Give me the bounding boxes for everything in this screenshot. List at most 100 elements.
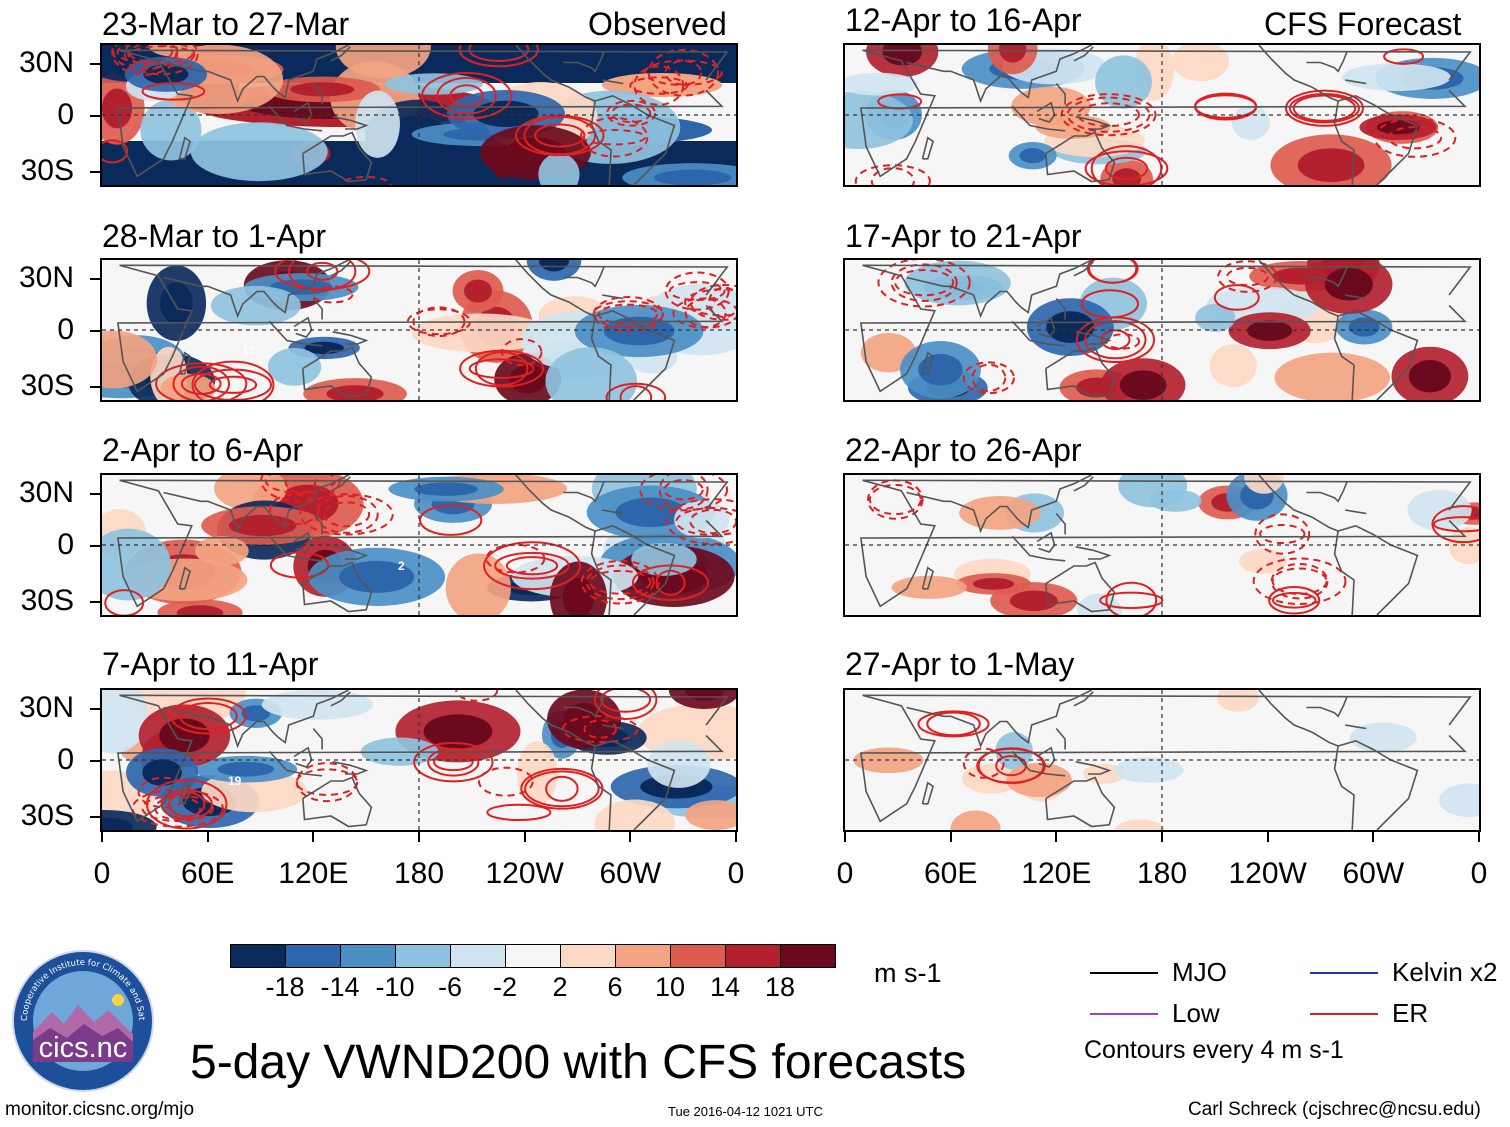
- lat-label: 30N: [18, 476, 74, 509]
- panel-title-fcst-3: 22-Apr to 26-Apr: [845, 432, 1082, 468]
- panel-title-obs-2: 28-Mar to 1-Apr: [102, 218, 327, 254]
- lat-label: 30S: [20, 369, 74, 402]
- lat-label: 30S: [20, 154, 74, 187]
- lon-label: 120E: [278, 857, 349, 890]
- contour-note: Contours every 4 m s-1: [1084, 1036, 1344, 1064]
- colorbar-swatch: [340, 944, 396, 968]
- lat-tick: [90, 171, 100, 173]
- lon-label: 60W: [1342, 857, 1405, 890]
- lon-tick: [1055, 832, 1058, 842]
- panel-title-fcst-1: 12-Apr to 16-Apr: [845, 2, 1082, 38]
- legend-line-low: [1090, 1013, 1158, 1015]
- colorbar-label: 18: [764, 972, 796, 1002]
- lat-label: 30N: [18, 261, 74, 294]
- contour-label: 17: [242, 344, 256, 358]
- map-panel-fcst-3: [843, 473, 1481, 617]
- lat-tick: [90, 760, 100, 762]
- lat-tick: [90, 708, 100, 710]
- colorbar-label: -18: [265, 972, 305, 1002]
- lon-tick: [1266, 832, 1269, 842]
- lat-label: 30S: [20, 799, 74, 832]
- lat-label: 0: [57, 743, 74, 776]
- map-panel-fcst-4: [843, 688, 1481, 832]
- footer-timestamp: Tue 2016-04-12 1021 UTC: [668, 1104, 823, 1119]
- lon-label: 120W: [1228, 857, 1307, 890]
- lon-label: 60E: [180, 857, 235, 890]
- legend-label-kelvin: Kelvin x2: [1392, 957, 1498, 987]
- lon-tick: [101, 832, 103, 842]
- colorbar-swatch: [230, 944, 286, 968]
- lat-label: 0: [57, 98, 74, 131]
- lat-label: 30S: [20, 584, 74, 617]
- colorbar-label: -6: [437, 972, 462, 1002]
- lon-tick: [312, 832, 315, 842]
- legend-label-er: ER: [1392, 998, 1429, 1028]
- lon-label: 60W: [599, 857, 662, 890]
- contour-label: 19: [228, 774, 242, 788]
- observed-header: Observed: [588, 6, 727, 42]
- lat-tick: [90, 545, 100, 547]
- contour-label: 2: [398, 559, 405, 573]
- colorbar-swatch: [395, 944, 451, 968]
- colorbar-label: -14: [320, 972, 360, 1002]
- legend-label-mjo: MJO: [1172, 957, 1227, 987]
- map-panel-obs-3: 2: [100, 473, 738, 617]
- lat-tick: [90, 816, 100, 818]
- map-panel-obs-4: 19: [100, 688, 738, 832]
- lon-tick: [844, 832, 846, 842]
- lon-label: 180: [1136, 857, 1188, 890]
- lon-tick: [735, 832, 737, 842]
- lat-tick: [90, 278, 100, 280]
- colorbar-swatch: [450, 944, 506, 968]
- legend-line-er: [1310, 1013, 1378, 1015]
- colorbar-label: 14: [709, 972, 741, 1002]
- lat-label: 0: [57, 313, 74, 346]
- map-panel-fcst-1: [843, 43, 1481, 187]
- panel-title-obs-3: 2-Apr to 6-Apr: [102, 432, 303, 468]
- lat-tick: [90, 63, 100, 65]
- colorbar-swatch: [505, 944, 561, 968]
- footer-author: Carl Schreck (cjschrec@ncsu.edu): [1188, 1099, 1481, 1120]
- legend-line-kelvin: [1310, 972, 1378, 974]
- colorbar-label: -10: [375, 972, 415, 1002]
- lon-label: 180: [393, 857, 445, 890]
- forecast-header: CFS Forecast: [1264, 6, 1462, 42]
- lat-label: 0: [57, 528, 74, 561]
- lon-label: 0: [836, 857, 854, 890]
- colorbar-label: 6: [607, 972, 623, 1002]
- lon-tick: [418, 832, 420, 842]
- map-panel-obs-2: 17: [100, 258, 738, 402]
- lon-tick: [206, 832, 209, 842]
- logo-text: cics.nc: [38, 1032, 128, 1064]
- lat-tick: [90, 493, 100, 495]
- footer-url[interactable]: monitor.cicsnc.org/mjo: [5, 1099, 195, 1120]
- lon-tick: [629, 832, 632, 842]
- panel-title-obs-4: 7-Apr to 11-Apr: [102, 646, 319, 682]
- lon-label: 0: [727, 857, 745, 890]
- lon-tick: [523, 832, 526, 842]
- map-panel-obs-1: [100, 43, 738, 187]
- lon-tick: [1161, 832, 1163, 842]
- lon-label: 60E: [923, 857, 978, 890]
- colorbar-swatch: [615, 944, 671, 968]
- panel-title-fcst-2: 17-Apr to 21-Apr: [845, 218, 1082, 254]
- panel-title-fcst-4: 27-Apr to 1-May: [845, 646, 1075, 682]
- cics-logo: Cooperative Institute for Climate and Sa…: [9, 943, 154, 1092]
- colorbar-swatch: [725, 944, 781, 968]
- legend-line-mjo: [1090, 972, 1158, 974]
- lat-tick: [90, 115, 100, 117]
- lat-tick: [90, 330, 100, 332]
- colorbar-label: -2: [492, 972, 517, 1002]
- lon-tick: [1372, 832, 1375, 842]
- colorbar-swatch: [670, 944, 726, 968]
- lon-label: 0: [93, 857, 111, 890]
- colorbar-swatch: [285, 944, 341, 968]
- lat-tick: [90, 601, 100, 603]
- map-panel-fcst-2: [843, 258, 1481, 402]
- lon-label: 120E: [1021, 857, 1092, 890]
- lon-label: 0: [1470, 857, 1488, 890]
- lat-label: 30N: [18, 46, 74, 79]
- lon-tick: [1478, 832, 1480, 842]
- lat-label: 30N: [18, 691, 74, 724]
- colorbar-swatch: [560, 944, 616, 968]
